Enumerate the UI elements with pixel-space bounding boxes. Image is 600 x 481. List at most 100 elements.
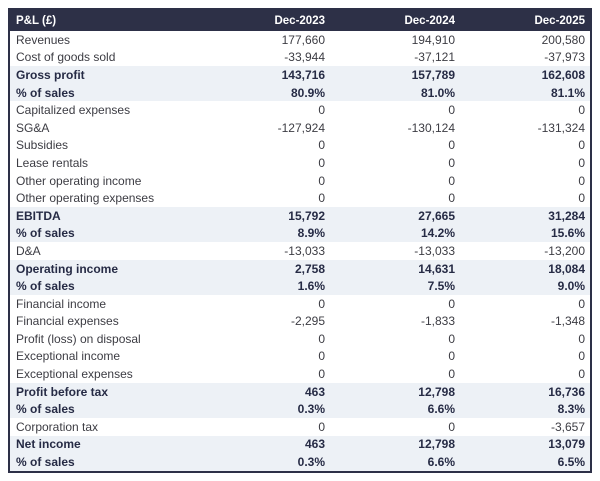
cell-value: -3,657 [550, 419, 585, 434]
pl-statement-table: P&L (£) Dec-2023 Dec-2024 Dec-2025 Reven… [8, 8, 592, 473]
column-header-dec-2025: Dec-2025 [534, 14, 585, 27]
cell-value: 0 [318, 419, 325, 434]
row-label: Other operating expenses [16, 191, 155, 206]
table-row: Revenues 177,660 194,910 200,580 [10, 31, 590, 49]
cell-value: 0 [448, 419, 455, 434]
cell-value: 0 [578, 367, 585, 382]
cell-value: 0 [448, 296, 455, 311]
cell-value: -13,200 [544, 243, 585, 258]
cell-value: 0 [318, 173, 325, 188]
row-label: Exceptional expenses [16, 367, 133, 382]
cell-value: 0 [318, 191, 325, 206]
cell-value: 12,798 [418, 437, 455, 452]
table-row: % of sales 1.6% 7.5% 9.0% [10, 277, 590, 295]
table-row: Gross profit 143,716 157,789 162,608 [10, 66, 590, 84]
cell-value: 1.6% [297, 279, 325, 294]
row-label: Revenues [16, 32, 71, 47]
cell-value: 0 [318, 103, 325, 118]
table-row: Exceptional income 0 0 0 [10, 348, 590, 366]
cell-value: 0.3% [297, 402, 325, 417]
table-header-row: P&L (£) Dec-2023 Dec-2024 Dec-2025 [10, 10, 590, 31]
cell-value: 0 [578, 155, 585, 170]
cell-value: 0 [448, 103, 455, 118]
cell-value: -1,348 [550, 314, 585, 329]
table-row: Profit before tax 463 12,798 16,736 [10, 382, 590, 401]
table-title: P&L (£) [16, 14, 57, 27]
cell-value: 2,758 [294, 261, 325, 276]
cell-value: 15.6% [550, 226, 585, 241]
cell-value: -13,033 [284, 243, 325, 258]
cell-value: -2,295 [290, 314, 325, 329]
row-label: Profit (loss) on disposal [16, 331, 141, 346]
table-row: Financial expenses -2,295 -1,833 -1,348 [10, 313, 590, 331]
row-label: Exceptional income [16, 349, 121, 364]
cell-value: 6.5% [557, 455, 585, 470]
cell-value: -37,973 [544, 50, 585, 65]
cell-value: 194,910 [411, 32, 455, 47]
table-row: Financial income 0 0 0 [10, 295, 590, 313]
cell-value: 81.1% [550, 85, 585, 100]
cell-value: 0 [448, 138, 455, 153]
cell-value: 12,798 [418, 384, 455, 399]
cell-value: 31,284 [548, 208, 585, 223]
row-label: Operating income [16, 261, 119, 276]
cell-value: 0 [578, 138, 585, 153]
table-row: Cost of goods sold -33,944 -37,121 -37,973 [10, 49, 590, 67]
cell-value: 15,792 [288, 208, 325, 223]
cell-value: 6.6% [427, 455, 455, 470]
cell-value: 162,608 [541, 67, 585, 82]
table-row: % of sales 0.3% 6.6% 8.3% [10, 400, 590, 419]
cell-value: 0 [318, 155, 325, 170]
row-label: Financial expenses [16, 314, 119, 329]
cell-value: -33,944 [284, 50, 325, 65]
table-row: % of sales 0.3% 6.6% 6.5% [10, 453, 590, 471]
cell-value: 13,079 [548, 437, 585, 452]
cell-value: 200,580 [541, 32, 585, 47]
table-row: Corporation tax 0 0 -3,657 [10, 418, 590, 436]
row-label: Other operating income [16, 173, 142, 188]
column-header-dec-2024: Dec-2024 [404, 14, 455, 27]
cell-value: 7.5% [427, 279, 455, 294]
cell-value: 0 [578, 103, 585, 118]
table-row: Subsidies 0 0 0 [10, 137, 590, 155]
row-label: % of sales [16, 279, 75, 294]
table-row: EBITDA 15,792 27,665 31,284 [10, 206, 590, 225]
cell-value: 0 [578, 191, 585, 206]
row-label: EBITDA [16, 208, 61, 223]
row-label: Financial income [16, 296, 107, 311]
cell-value: 14.2% [420, 226, 455, 241]
column-header-dec-2023: Dec-2023 [274, 14, 325, 27]
cell-value: 81.0% [420, 85, 455, 100]
cell-value: 0 [578, 331, 585, 346]
cell-value: 8.9% [297, 226, 325, 241]
row-label: % of sales [16, 85, 75, 100]
row-label: Net income [16, 437, 81, 452]
cell-value: 0 [578, 349, 585, 364]
table-row: % of sales 80.9% 81.0% 81.1% [10, 83, 590, 102]
row-label: D&A [16, 243, 41, 258]
cell-value: -130,124 [407, 120, 455, 135]
row-label: Capitalized expenses [16, 103, 131, 118]
cell-value: 8.3% [557, 402, 585, 417]
table-body: Revenues 177,660 194,910 200,580 Cost of goo… [10, 31, 590, 471]
cell-value: 14,631 [418, 261, 455, 276]
cell-value: 80.9% [290, 85, 325, 100]
row-label: Corporation tax [16, 419, 99, 434]
cell-value: 0 [318, 138, 325, 153]
cell-value: -127,924 [277, 120, 325, 135]
table-row: Capitalized expenses 0 0 0 [10, 101, 590, 119]
cell-value: 0 [448, 173, 455, 188]
table-row: Other operating income 0 0 0 [10, 172, 590, 190]
cell-value: 0.3% [297, 455, 325, 470]
row-label: Profit before tax [16, 384, 109, 399]
table-row: Other operating expenses 0 0 0 [10, 189, 590, 207]
cell-value: 463 [304, 437, 325, 452]
row-label: Subsidies [16, 138, 69, 153]
table-row: Operating income 2,758 14,631 18,084 [10, 259, 590, 278]
cell-value: 0 [318, 349, 325, 364]
cell-value: 0 [448, 349, 455, 364]
cell-value: 16,736 [548, 384, 585, 399]
cell-value: 6.6% [427, 402, 455, 417]
row-label: Lease rentals [16, 155, 89, 170]
cell-value: -13,033 [414, 243, 455, 258]
